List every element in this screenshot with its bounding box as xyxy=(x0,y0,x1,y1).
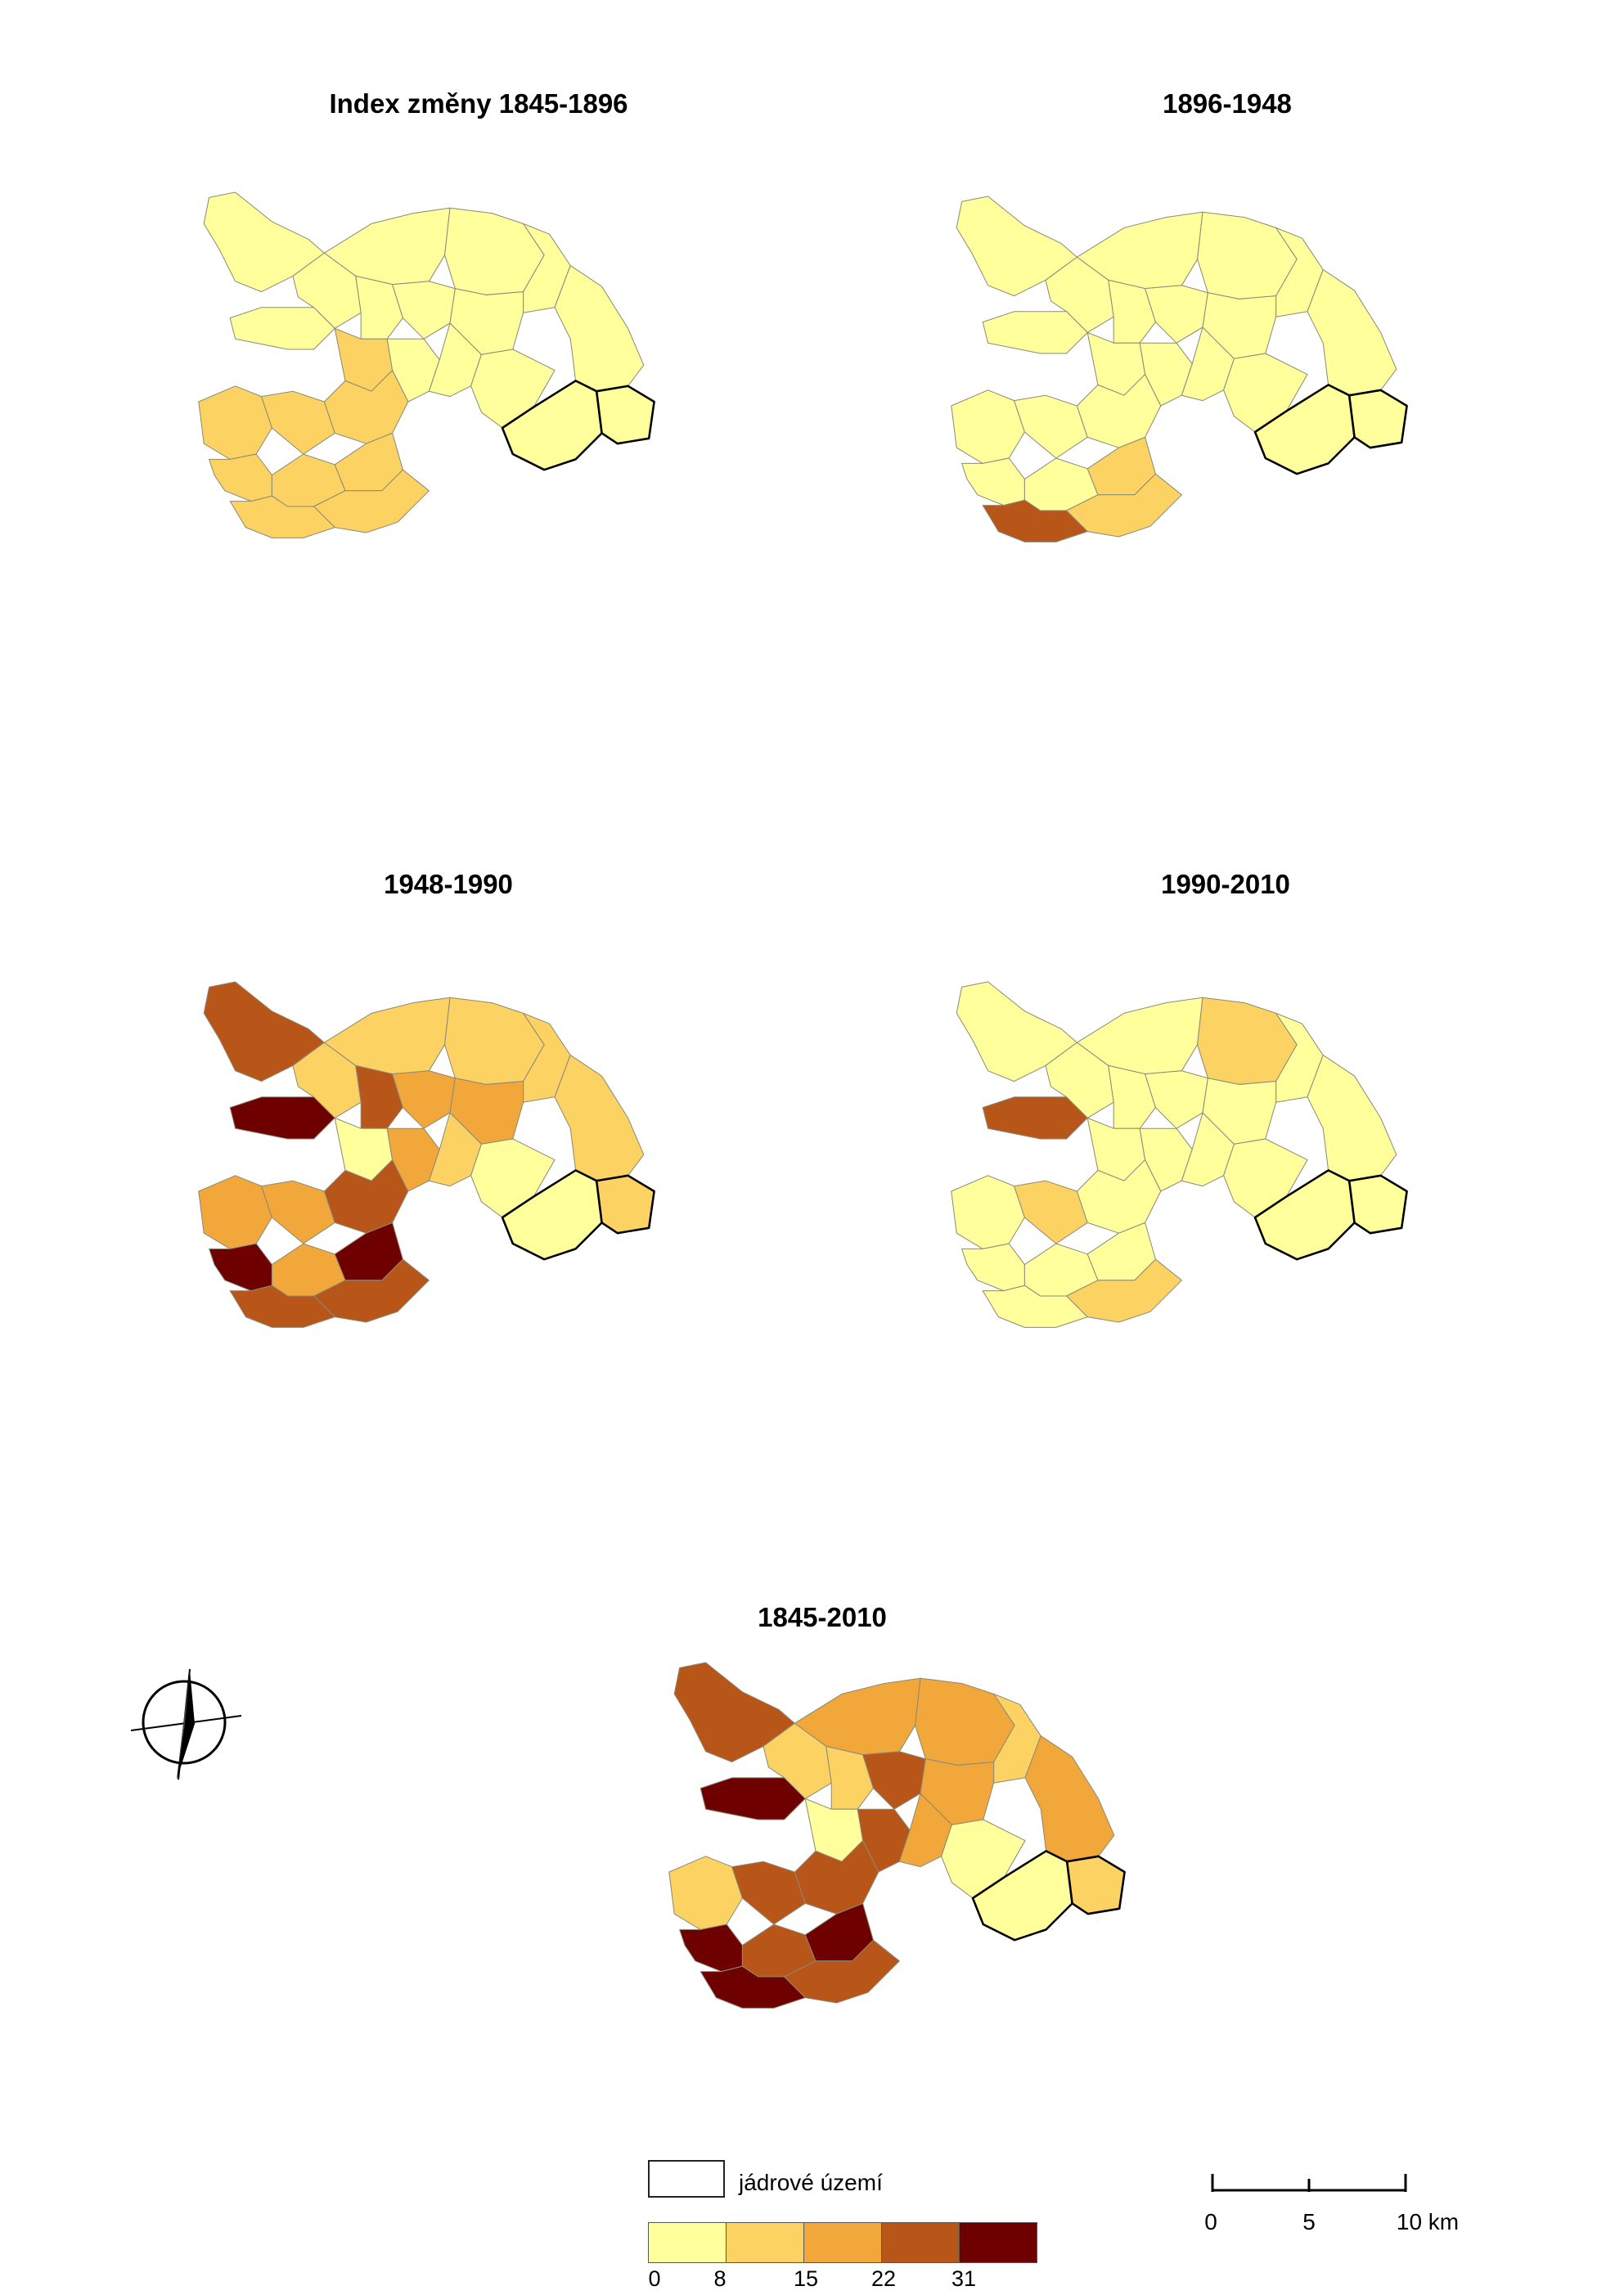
map-title-1845-1896: Index změny 1845-1896 xyxy=(329,88,628,119)
legend-tick-8: 8 xyxy=(713,2266,727,2291)
municipality-region-4 xyxy=(1307,269,1397,396)
scale-label-0: 0 xyxy=(1204,2209,1217,2234)
municipality-region-3 xyxy=(523,223,571,313)
municipality-region-14 xyxy=(198,385,272,460)
municipality-region-14 xyxy=(198,1175,272,1249)
legend-tick-15: 15 xyxy=(793,2266,819,2291)
choropleth-map-1990-2010 xyxy=(951,981,1408,1328)
municipality-region-17 xyxy=(209,1243,272,1292)
legend-core-area-swatch xyxy=(648,2160,725,2198)
municipality-region-5 xyxy=(1045,1042,1114,1118)
municipality-region-12 xyxy=(428,322,482,398)
map-title-1845-2010: 1845-2010 xyxy=(758,1602,887,1632)
municipality-region-17 xyxy=(961,457,1025,506)
municipality-region-4 xyxy=(1024,1735,1115,1862)
legend-swatch-3 xyxy=(882,2223,960,2262)
core-region-23 xyxy=(595,385,655,445)
municipality-region-12 xyxy=(1181,326,1235,402)
municipality-region-21 xyxy=(700,1965,806,2009)
municipality-region-5 xyxy=(292,252,362,329)
north-arrow-icon xyxy=(130,1668,242,1780)
municipality-region-14 xyxy=(951,389,1025,464)
scale-bar xyxy=(1211,2174,1407,2192)
municipality-region-9 xyxy=(229,1096,335,1140)
municipality-region-16 xyxy=(1076,1159,1162,1234)
municipality-region-9 xyxy=(982,311,1088,354)
choropleth-map-1948-1990 xyxy=(198,981,655,1328)
municipality-region-4 xyxy=(554,265,645,392)
legend-swatch-0 xyxy=(649,2223,727,2262)
municipality-region-20 xyxy=(313,469,430,533)
legend-color-ramp xyxy=(648,2222,1037,2263)
municipality-region-20 xyxy=(313,1258,430,1323)
choropleth-map-1845-2010 xyxy=(668,1662,1126,2009)
municipality-region-4 xyxy=(554,1055,645,1181)
municipality-region-3 xyxy=(993,1693,1041,1784)
municipality-region-16 xyxy=(323,370,409,444)
legend-swatch-4 xyxy=(960,2223,1037,2262)
municipality-region-21 xyxy=(982,1285,1088,1328)
municipality-region-7 xyxy=(1145,285,1208,344)
municipality-region-14 xyxy=(951,1175,1025,1249)
municipality-region-16 xyxy=(1076,374,1162,448)
map-title-1948-1990: 1948-1990 xyxy=(384,869,513,899)
municipality-region-16 xyxy=(794,1840,879,1915)
municipality-region-15 xyxy=(731,1861,806,1925)
municipality-region-20 xyxy=(784,1939,900,2004)
municipality-region-17 xyxy=(209,453,272,502)
municipality-region-5 xyxy=(763,1722,832,1799)
municipality-region-20 xyxy=(1066,1258,1182,1323)
municipality-region-15 xyxy=(1014,1180,1088,1244)
legend-tick-22: 22 xyxy=(870,2266,897,2291)
municipality-region-17 xyxy=(961,1243,1025,1292)
map-title-1990-2010: 1990-2010 xyxy=(1161,869,1290,899)
municipality-region-15 xyxy=(261,1180,335,1244)
core-region-23 xyxy=(595,1174,655,1235)
municipality-region-9 xyxy=(700,1777,806,1820)
municipality-region-14 xyxy=(668,1856,743,1930)
municipality-region-3 xyxy=(1275,227,1324,317)
municipality-region-15 xyxy=(261,390,335,455)
core-region-23 xyxy=(1347,389,1408,449)
municipality-region-21 xyxy=(229,495,335,538)
municipality-region-5 xyxy=(1045,256,1114,333)
choropleth-map-1845-1896 xyxy=(198,191,655,538)
municipality-region-21 xyxy=(982,499,1088,542)
municipality-region-3 xyxy=(523,1012,571,1103)
legend-tick-0: 0 xyxy=(648,2266,661,2291)
municipality-region-12 xyxy=(898,1793,952,1868)
municipality-region-5 xyxy=(292,1042,362,1118)
core-region-23 xyxy=(1347,1174,1408,1235)
legend-swatch-2 xyxy=(804,2223,882,2262)
choropleth-map-1896-1948 xyxy=(951,196,1408,542)
municipality-region-15 xyxy=(1014,394,1088,459)
map-title-1896-1948: 1896-1948 xyxy=(1163,88,1292,119)
municipality-region-21 xyxy=(229,1285,335,1328)
municipality-region-7 xyxy=(392,1070,456,1129)
legend-tick-31: 31 xyxy=(951,2266,977,2291)
municipality-region-20 xyxy=(1066,473,1182,538)
municipality-region-17 xyxy=(679,1924,743,1973)
legend-core-area-label: jádrové území xyxy=(739,2170,883,2195)
municipality-region-16 xyxy=(323,1159,409,1234)
municipality-region-9 xyxy=(229,307,335,350)
municipality-region-12 xyxy=(428,1112,482,1187)
scale-label-10km: 10 km xyxy=(1396,2209,1460,2234)
municipality-region-12 xyxy=(1181,1112,1235,1187)
core-region-23 xyxy=(1065,1855,1126,1915)
legend-swatch-1 xyxy=(727,2223,804,2262)
municipality-region-3 xyxy=(1275,1012,1324,1103)
municipality-region-7 xyxy=(1145,1070,1208,1129)
municipality-region-7 xyxy=(862,1751,926,1810)
scale-label-5: 5 xyxy=(1302,2209,1316,2234)
municipality-region-4 xyxy=(1307,1055,1397,1181)
municipality-region-7 xyxy=(392,281,456,340)
municipality-region-9 xyxy=(982,1096,1088,1140)
